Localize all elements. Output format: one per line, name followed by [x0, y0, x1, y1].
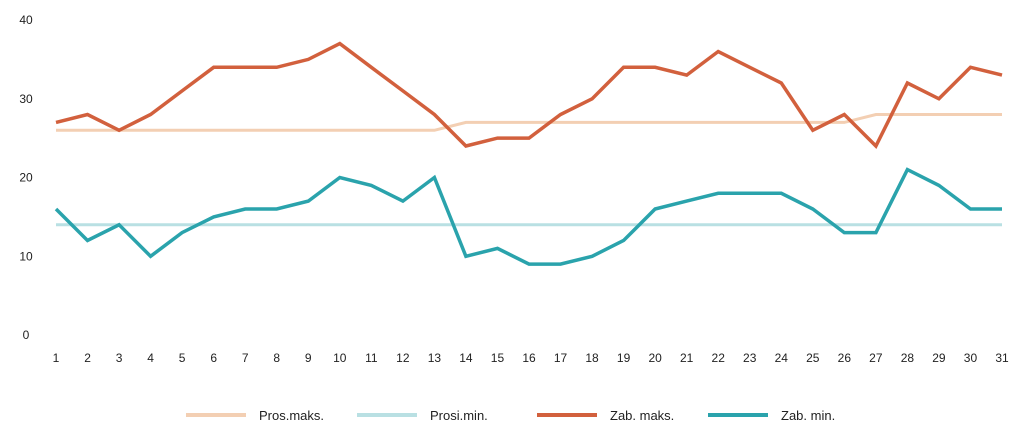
x-tick-label-2: 2	[84, 351, 91, 365]
y-tick-label-0: 0	[23, 328, 30, 342]
x-axis: 1 2 3 4 5 6 7 8 9 10 11 12 13 14 15 16 17 18 19 20 21 22 23 24 2…	[53, 351, 1009, 365]
x-tick-label-19: 19	[617, 351, 631, 365]
x-tick-label-27: 27	[869, 351, 883, 365]
x-tick-label-26: 26	[838, 351, 852, 365]
x-tick-label-21: 21	[680, 351, 694, 365]
x-tick-label-17: 17	[554, 351, 568, 365]
x-tick-label-28: 28	[901, 351, 915, 365]
x-tick-label-7: 7	[242, 351, 249, 365]
x-tick-label-31: 31	[995, 351, 1009, 365]
x-tick-label-30: 30	[964, 351, 978, 365]
legend: Pros.maks. Prosi.min. Zab. maks. Zab. min.	[186, 408, 835, 423]
legend-item-3: Zab. min.	[708, 408, 835, 423]
x-tick-label-9: 9	[305, 351, 312, 365]
y-tick-label-20: 20	[19, 171, 33, 185]
series-0	[56, 113, 1002, 132]
legend-item-1: Prosi.min.	[357, 408, 488, 423]
y-axis: 0 10 20 30 40	[19, 13, 33, 342]
x-tick-label-24: 24	[775, 351, 789, 365]
series-2	[55, 41, 1003, 149]
x-tick-label-6: 6	[210, 351, 217, 365]
x-tick-label-14: 14	[459, 351, 473, 365]
x-tick-label-5: 5	[179, 351, 186, 365]
y-tick-label-30: 30	[19, 92, 33, 106]
legend-label-2: Zab. maks.	[610, 408, 674, 423]
x-tick-label-4: 4	[147, 351, 154, 365]
series-line-2	[55, 41, 1003, 149]
series-line-3	[54, 167, 1002, 266]
x-tick-label-23: 23	[743, 351, 757, 365]
legend-item-0: Pros.maks.	[186, 408, 324, 423]
x-tick-label-8: 8	[273, 351, 280, 365]
x-tick-label-10: 10	[333, 351, 347, 365]
x-tick-label-13: 13	[428, 351, 442, 365]
legend-label-1: Prosi.min.	[430, 408, 488, 423]
x-tick-label-29: 29	[932, 351, 946, 365]
y-tick-label-40: 40	[19, 13, 33, 27]
x-tick-label-3: 3	[116, 351, 123, 365]
series-3	[54, 167, 1002, 266]
y-tick-label-10: 10	[19, 249, 33, 263]
x-tick-label-11: 11	[365, 351, 378, 365]
x-tick-label-1: 1	[53, 351, 60, 365]
x-tick-label-15: 15	[491, 351, 505, 365]
legend-label-0: Pros.maks.	[259, 408, 324, 423]
x-tick-label-25: 25	[806, 351, 820, 365]
x-tick-label-16: 16	[522, 351, 536, 365]
legend-label-3: Zab. min.	[781, 408, 835, 423]
x-tick-label-22: 22	[712, 351, 726, 365]
x-tick-label-18: 18	[585, 351, 599, 365]
series-line-0	[56, 113, 1002, 132]
x-tick-label-12: 12	[396, 351, 410, 365]
series-layer	[54, 41, 1003, 266]
x-tick-label-20: 20	[648, 351, 662, 365]
legend-item-2: Zab. maks.	[537, 408, 674, 423]
